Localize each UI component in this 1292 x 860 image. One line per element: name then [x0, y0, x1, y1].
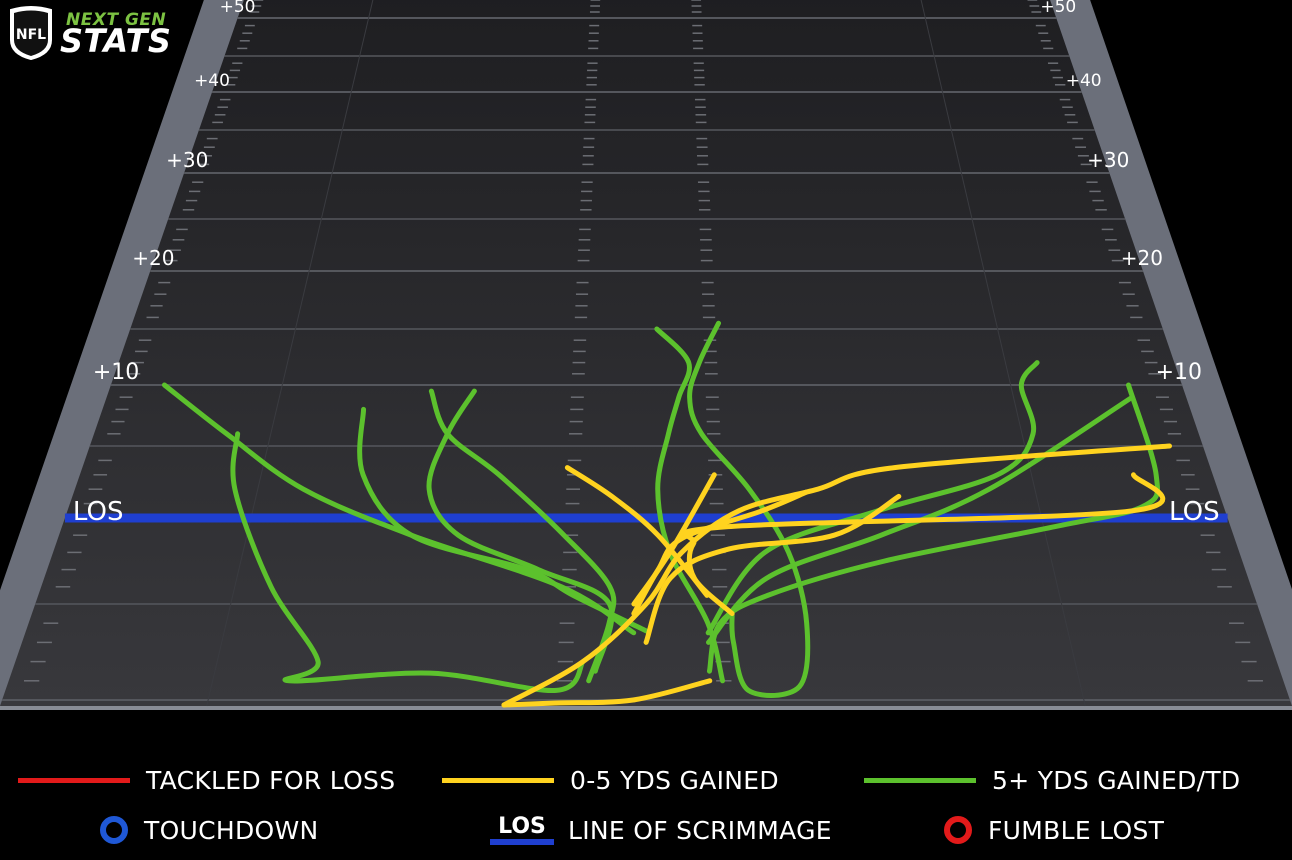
- yard-label-left: +10: [93, 360, 139, 385]
- run-route-12: [501, 443, 1173, 708]
- legend: TACKLED FOR LOSS 0-5 YDS GAINED 5+ YDS G…: [0, 710, 1292, 860]
- yard-label-left: +20: [132, 246, 174, 270]
- green-line-swatch: [864, 777, 976, 783]
- run-route-11: [564, 465, 710, 598]
- field-surface: [0, 0, 1292, 706]
- legend-label-touchdown: TOUCHDOWN: [144, 815, 319, 845]
- los-label-right: LOS: [1169, 497, 1220, 527]
- yard-label-right: +30: [1087, 148, 1129, 172]
- legend-label-long-gain: 5+ YDS GAINED/TD: [992, 765, 1241, 795]
- field-front-edge: [0, 706, 1292, 710]
- legend-fumble: FUMBLE LOST: [944, 810, 1164, 850]
- fumble-ring-icon: [944, 816, 972, 844]
- legend-tackled-for-loss: TACKLED FOR LOSS: [18, 760, 395, 800]
- yard-label-right: +50: [1040, 0, 1076, 17]
- run-route-14: [643, 493, 902, 645]
- numbers-guide-line: [206, 0, 374, 707]
- run-route-16: [682, 472, 1166, 617]
- los-icon-bar: [490, 839, 554, 845]
- logo-line-1: NEXT GEN: [66, 10, 167, 30]
- legend-short-gain: 0-5 YDS GAINED: [442, 760, 779, 800]
- yard-label-left: +30: [166, 148, 208, 172]
- run-route-3: [357, 406, 649, 634]
- yellow-line-swatch: [442, 777, 554, 783]
- run-route-17: [501, 678, 713, 708]
- los-icon: LOS: [490, 815, 554, 845]
- yard-label-right: +40: [1066, 71, 1102, 91]
- logo-line-2: STATS: [60, 22, 172, 60]
- next-gen-stats-logo: NFL NEXT GEN STATS: [8, 4, 208, 64]
- legend-long-gain: 5+ YDS GAINED/TD: [864, 760, 1240, 800]
- yard-label-left: +40: [194, 71, 230, 91]
- run-route-6: [654, 326, 726, 684]
- run-route-7: [687, 320, 811, 698]
- yard-label-right: +10: [1156, 360, 1202, 385]
- los-label-left: LOS: [73, 497, 124, 527]
- legend-line-of-scrimmage: LOS LINE OF SCRIMMAGE: [490, 810, 832, 850]
- legend-label-line-of-scrimmage: LINE OF SCRIMMAGE: [568, 815, 832, 845]
- legend-label-tackled-for-loss: TACKLED FOR LOSS: [146, 765, 396, 795]
- field-chart: +50 +50 +40 +40 +30 +30 +20 +20 +10 +10 LOS LOS: [0, 0, 1292, 710]
- legend-label-short-gain: 0-5 YDS GAINED: [570, 765, 779, 795]
- numbers-guide-line: [920, 0, 1086, 707]
- run-route-2: [230, 431, 586, 693]
- yard-label-left: +50: [220, 0, 256, 17]
- yard-label-right: +20: [1121, 246, 1163, 270]
- legend-label-fumble: FUMBLE LOST: [988, 815, 1165, 845]
- touchdown-ring-icon: [100, 816, 128, 844]
- legend-touchdown: TOUCHDOWN: [100, 810, 319, 850]
- run-route-5: [426, 388, 615, 674]
- los-icon-text: LOS: [498, 814, 546, 839]
- run-route-9: [706, 394, 1135, 645]
- run-route-10: [705, 360, 1040, 636]
- run-route-15: [631, 489, 810, 617]
- nfl-shield-icon: NFL: [10, 6, 52, 60]
- red-line-swatch: [18, 777, 130, 783]
- nfl-shield-text: NFL: [16, 27, 46, 43]
